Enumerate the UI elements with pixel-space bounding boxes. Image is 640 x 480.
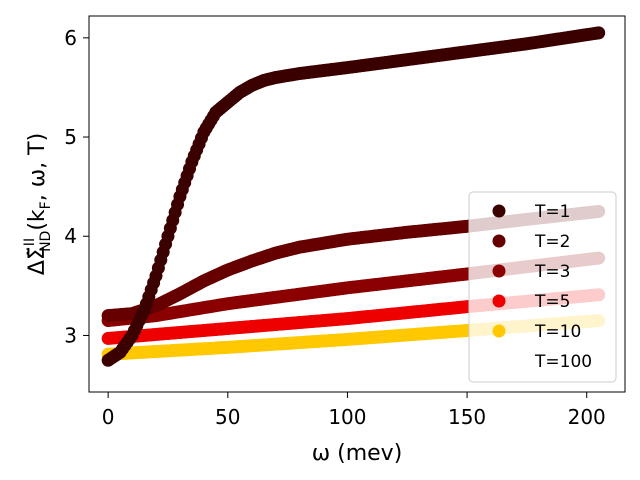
y-tick-label: 6 (64, 26, 77, 50)
x-tick-label: 200 (568, 405, 606, 429)
x-tick-label: 50 (215, 405, 240, 429)
legend-marker (492, 234, 506, 248)
x-tick-label: 0 (102, 405, 115, 429)
y-label-sup: II (22, 238, 38, 246)
y-axis-label: ΔΣ̃IIND(kF, ω, T) (22, 133, 54, 275)
axis-ticks: 0 50 100 150 200 3 4 5 6 (64, 26, 606, 429)
y-label-args-rest: , ω, T) (25, 133, 50, 201)
legend-label: T=10 (534, 322, 581, 342)
legend-label: T=100 (534, 352, 592, 372)
data-point (592, 26, 606, 40)
legend-marker (492, 294, 506, 308)
legend-marker (492, 354, 506, 368)
y-label-args-sub: F (38, 201, 54, 209)
legend-marker (492, 324, 506, 338)
y-label-delta: Δ (25, 260, 50, 275)
legend-label: T=1 (534, 202, 570, 222)
legend-item: T=100 (492, 352, 592, 372)
legend: T=1 T=2 T=3 T=5 T=10 T=100 (468, 191, 617, 383)
legend-label: T=2 (534, 232, 570, 252)
series-t-2 (101, 204, 606, 323)
svg-text:ΔΣ̃IIND(kF, ω, T): ΔΣ̃IIND(kF, ω, T) (22, 133, 54, 275)
y-tick-label: 3 (64, 323, 77, 347)
series-t-1 (101, 26, 606, 367)
legend-label: T=5 (534, 292, 570, 312)
legend-marker (492, 204, 506, 218)
legend-item: T=1 (492, 202, 570, 222)
y-label-sub: ND (38, 231, 54, 252)
legend-box (468, 191, 617, 383)
x-tick-label: 100 (328, 405, 366, 429)
y-label-sigma: Σ̃ (25, 246, 50, 260)
legend-item: T=2 (492, 232, 570, 252)
y-tick-label: 5 (64, 125, 77, 149)
plot-frame (88, 15, 626, 393)
y-tick-label: 4 (64, 224, 77, 248)
legend-label: T=3 (534, 262, 570, 282)
legend-marker (492, 264, 506, 278)
legend-item: T=3 (492, 262, 570, 282)
legend-item: T=5 (492, 292, 570, 312)
x-tick-label: 150 (448, 405, 486, 429)
y-label-args-open: (k (25, 209, 50, 231)
x-axis-label: ω (mev) (312, 441, 403, 466)
legend-item: T=10 (492, 322, 581, 342)
